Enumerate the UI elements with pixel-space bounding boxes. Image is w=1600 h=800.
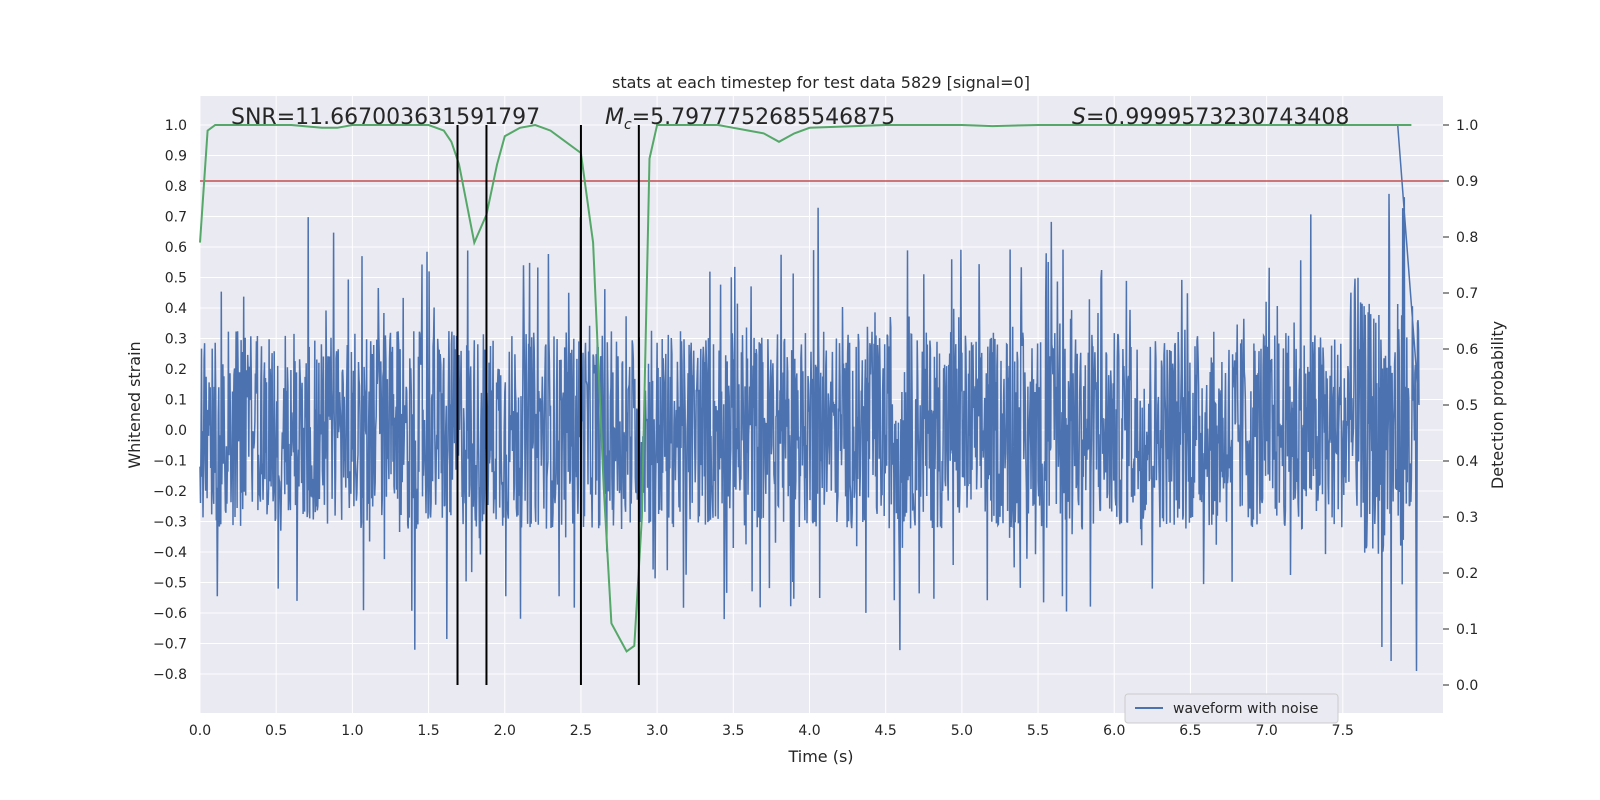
y-tick-label: −0.3 <box>153 515 187 531</box>
y2-tick-label: 0.3 <box>1456 510 1478 526</box>
x-tick-label: 2.5 <box>570 723 592 739</box>
s-value: =0.9999573230743408 <box>1086 105 1349 130</box>
y-tick-label: 0.7 <box>165 210 187 226</box>
y2-axis-label: Detection probability <box>1488 321 1507 489</box>
x-tick-label: 5.5 <box>1027 723 1049 739</box>
y-tick-label: 0.0 <box>165 423 187 439</box>
x-tick-label: 6.5 <box>1179 723 1201 739</box>
y-tick-label: 1.0 <box>165 118 187 134</box>
x-axis-ticks: 0.0 0.5 1.0 1.5 2.0 2.5 3.0 3.5 4.0 4.5 5.0 5.5 6.0 6… <box>189 723 1354 739</box>
chirp-mass-subscript: c <box>624 117 632 133</box>
y2-tick-label: 0.9 <box>1456 174 1478 190</box>
chirp-mass-annotation: Mc=5.7977752685546875 <box>605 105 895 133</box>
x-axis-label: Time (s) <box>787 747 853 766</box>
y-tick-label: 0.3 <box>165 332 187 348</box>
x-tick-label: 2.0 <box>494 723 516 739</box>
chirp-mass-symbol: M <box>605 105 624 130</box>
y-tick-label: −0.5 <box>153 576 187 592</box>
x-tick-label: 7.5 <box>1332 723 1354 739</box>
y-tick-label: −0.8 <box>153 667 187 683</box>
y-tick-label: −0.6 <box>153 606 187 622</box>
y2-tick-label: 0.1 <box>1456 622 1478 638</box>
y2-tick-label: 0.2 <box>1456 566 1478 582</box>
y-axis-ticks: 1.0 0.9 0.8 0.7 0.6 0.5 0.4 0.3 0.2 0.1 0.0 −0.1 −0.… <box>153 118 187 683</box>
y-tick-label: −0.2 <box>153 484 187 500</box>
detection-probability-line <box>199 123 1412 653</box>
y2-tick-label: 0.6 <box>1456 342 1478 358</box>
y-tick-label: 0.6 <box>165 240 187 256</box>
snr-annotation: SNR=11.667003631591797 <box>231 105 540 130</box>
y2-tick-label: 0.4 <box>1456 454 1478 470</box>
s-annotation: S=0.9999573230743408 <box>1072 105 1349 130</box>
waveform-line <box>199 124 1420 672</box>
y-tick-label: 0.1 <box>165 393 187 409</box>
y-tick-label: −0.4 <box>153 545 187 561</box>
x-tick-label: 1.0 <box>341 723 363 739</box>
x-tick-label: 3.0 <box>646 723 668 739</box>
y2-axis-ticks: 1.0 0.9 0.8 0.7 0.6 0.5 0.4 0.3 0.2 0.1 0.0 <box>1443 118 1478 694</box>
y2-tick-label: 0.0 <box>1456 678 1478 694</box>
y2-tick-label: 0.7 <box>1456 286 1478 302</box>
legend-box <box>1124 693 1339 724</box>
y-tick-label: 0.9 <box>165 149 187 165</box>
x-tick-label: 6.0 <box>1103 723 1125 739</box>
legend-label-waveform: waveform with noise <box>1173 701 1318 717</box>
waveform-series <box>199 124 1420 672</box>
x-tick-label: 0.5 <box>265 723 287 739</box>
y-axis-label: Whitened strain <box>125 341 144 468</box>
y-tick-label: −0.1 <box>153 454 187 470</box>
x-tick-label: 1.5 <box>417 723 439 739</box>
x-tick-label: 4.5 <box>875 723 897 739</box>
y2-tick-label: 1.0 <box>1456 118 1478 134</box>
y-tick-label: 0.8 <box>165 179 187 195</box>
x-tick-label: 4.0 <box>798 723 820 739</box>
y-tick-label: −0.7 <box>153 637 187 653</box>
overlays <box>199 123 1443 685</box>
y-tick-label: 0.5 <box>165 271 187 287</box>
legend: waveform with noise <box>1124 693 1339 724</box>
x-tick-label: 3.5 <box>722 723 744 739</box>
y2-tick-label: 0.8 <box>1456 230 1478 246</box>
x-tick-label: 7.0 <box>1255 723 1277 739</box>
chirp-mass-value: =5.7977752685546875 <box>632 105 895 130</box>
y-tick-label: 0.4 <box>165 301 187 317</box>
chart-title: stats at each timestep for test data 582… <box>612 73 1030 92</box>
y-tick-label: 0.2 <box>165 362 187 378</box>
s-symbol: S <box>1072 105 1086 130</box>
x-tick-label: 5.0 <box>951 723 973 739</box>
y2-tick-label: 0.5 <box>1456 398 1478 414</box>
x-tick-label: 0.0 <box>189 723 211 739</box>
